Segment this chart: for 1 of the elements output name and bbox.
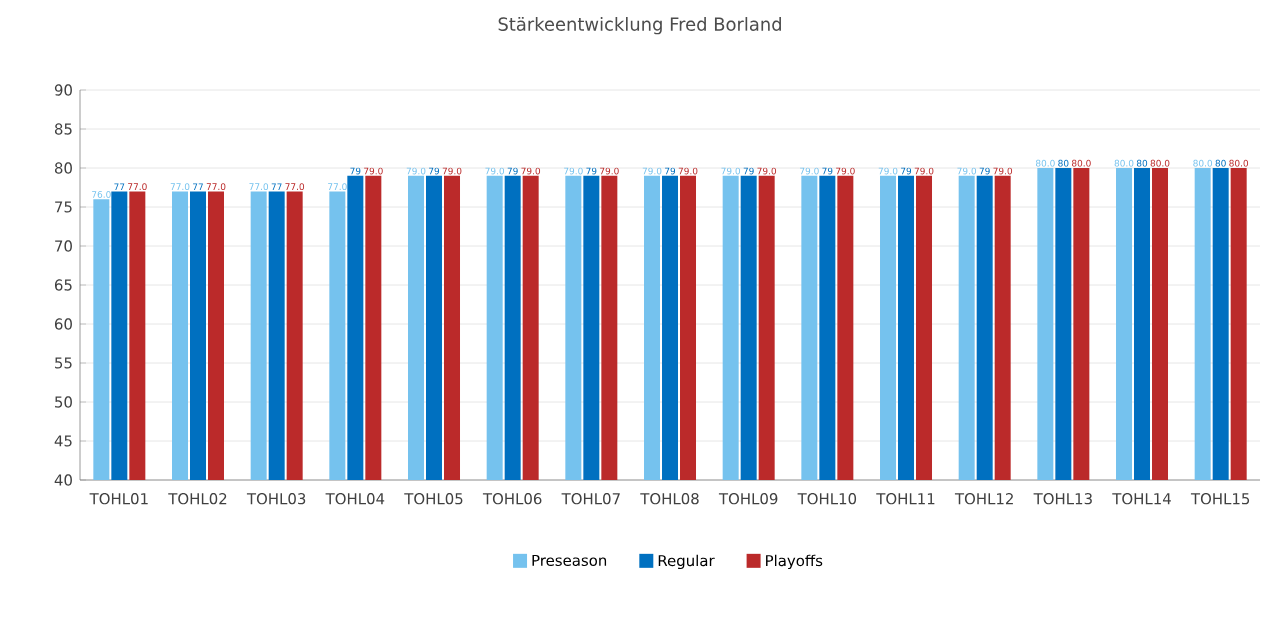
chart-title: Stärkeentwicklung Fred Borland <box>498 17 781 35</box>
